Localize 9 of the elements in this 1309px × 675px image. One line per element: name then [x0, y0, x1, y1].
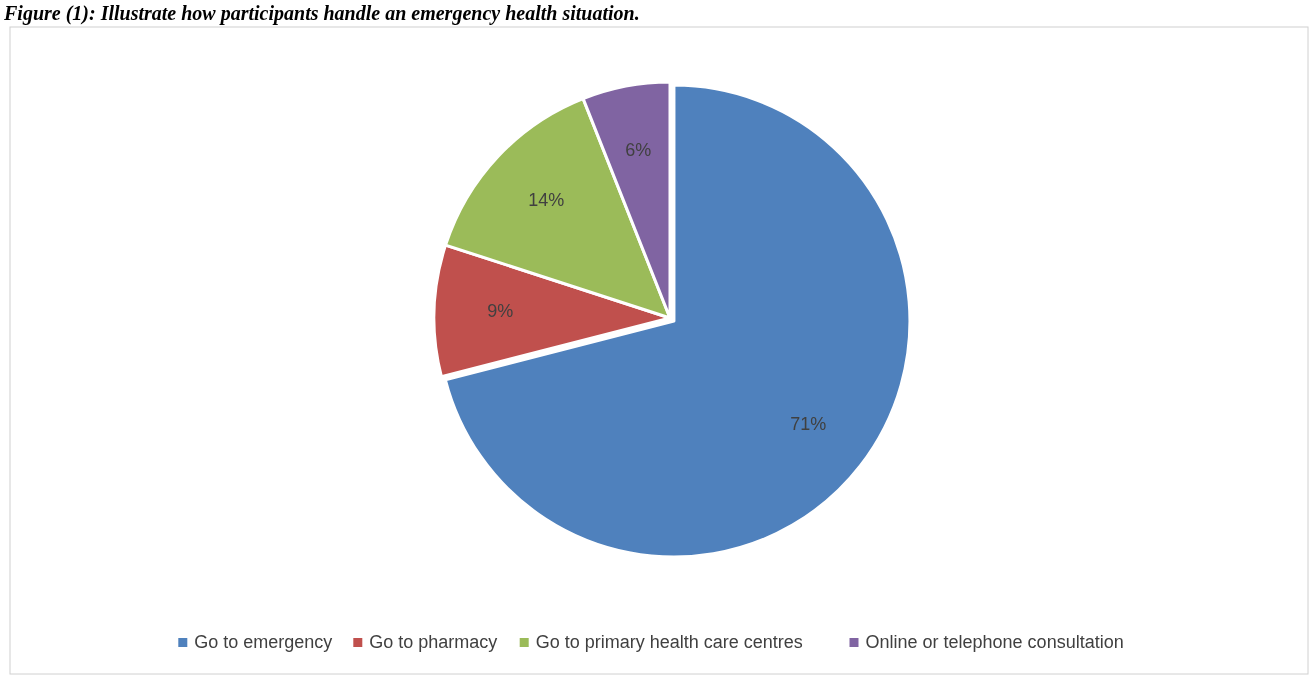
chart-title: Figure (1): Illustrate how participants handle an emergency health situation.: [3, 2, 640, 25]
legend-label: Go to pharmacy: [369, 631, 498, 652]
legend-label: Go to primary health care centres: [535, 631, 803, 652]
legend-label: Online or telephone consultation: [865, 631, 1124, 652]
data-label: 6%: [625, 139, 652, 160]
data-label: 9%: [487, 301, 514, 322]
data-label: 14%: [528, 190, 565, 211]
legend-label: Go to emergency: [194, 631, 333, 652]
data-label: 71%: [790, 413, 827, 434]
